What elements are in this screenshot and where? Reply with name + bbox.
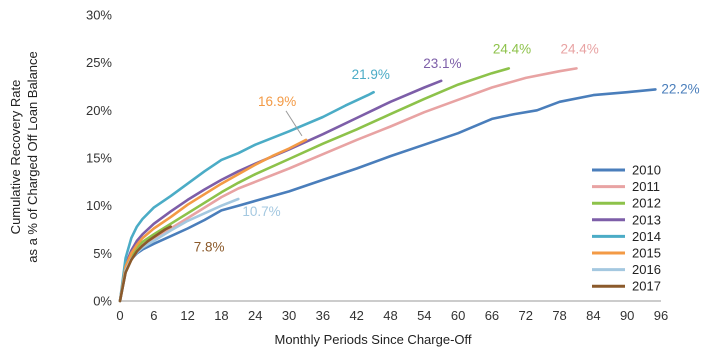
legend-label-2016: 2016 <box>632 262 661 277</box>
y-tick-label: 10% <box>86 198 112 213</box>
y-axis-title: Cumulative Recovery Rate as a % of Charg… <box>8 51 40 263</box>
leader-lines <box>285 110 303 137</box>
end-label-2012: 24.4% <box>493 41 531 56</box>
x-axis-ticks: 0 6 12 18 24 30 36 42 48 54 60 66 72 78 84 90 96 <box>116 308 668 323</box>
legend-label-2010: 2010 <box>632 163 661 178</box>
end-label-2016: 10.7% <box>242 204 280 219</box>
x-tick-label: 12 <box>180 308 194 323</box>
x-tick-label: 0 <box>116 308 123 323</box>
x-tick-label: 18 <box>214 308 228 323</box>
x-tick-label: 78 <box>552 308 566 323</box>
end-label-2010: 22.2% <box>661 81 699 96</box>
y-axis-ticks: 0% 5% 10% 15% 20% 25% 30% <box>86 8 112 309</box>
y-tick-label: 5% <box>93 246 112 261</box>
end-label-2014: 21.9% <box>352 67 390 82</box>
legend-label-2014: 2014 <box>632 229 661 244</box>
x-tick-label: 84 <box>586 308 600 323</box>
x-tick-label: 48 <box>383 308 397 323</box>
series-line-2014 <box>118 90 375 303</box>
x-tick-label: 90 <box>620 308 634 323</box>
x-tick-label: 96 <box>654 308 668 323</box>
end-label-2011: 24.4% <box>560 41 598 56</box>
legend-label-2012: 2012 <box>632 196 661 211</box>
end-label-2017: 7.8% <box>194 240 225 255</box>
series-line-2015 <box>118 138 308 303</box>
x-tick-label: 6 <box>150 308 157 323</box>
end-label-2015: 16.9% <box>258 94 296 109</box>
legend-label-2011: 2011 <box>632 179 660 194</box>
x-tick-label: 42 <box>349 308 363 323</box>
series-line-2013 <box>118 79 443 303</box>
y-axis-title-line-1: Cumulative Recovery Rate <box>8 80 23 235</box>
series-line-2012 <box>118 67 511 303</box>
series-lines <box>118 67 657 303</box>
x-tick-label: 72 <box>519 308 533 323</box>
end-label-2013: 23.1% <box>423 56 461 71</box>
x-tick-label: 66 <box>485 308 499 323</box>
x-tick-label: 60 <box>451 308 465 323</box>
y-tick-label: 15% <box>86 151 112 166</box>
y-tick-label: 30% <box>86 8 112 23</box>
y-tick-label: 0% <box>93 294 112 309</box>
y-tick-label: 20% <box>86 103 112 118</box>
series-line-2017 <box>118 225 172 303</box>
y-axis-title-line-2: as a % of Charged Off Loan Balance <box>25 51 40 263</box>
end-labels: 22.2% 24.4% 24.4% 23.1% 21.9% 16.9% 10.7% 7.8% <box>194 41 700 254</box>
x-tick-label: 24 <box>248 308 262 323</box>
legend-label-2015: 2015 <box>632 246 661 261</box>
x-axis-title: Monthly Periods Since Charge-Off <box>274 332 471 347</box>
leader-line-2015 <box>285 110 303 137</box>
x-tick-label: 30 <box>282 308 296 323</box>
x-tick-label: 54 <box>417 308 431 323</box>
legend-label-2013: 2013 <box>632 212 661 227</box>
legend-label-2017: 2017 <box>632 279 661 294</box>
x-tick-label: 36 <box>316 308 330 323</box>
series-line-2010 <box>118 88 657 303</box>
y-tick-label: 25% <box>86 55 112 70</box>
